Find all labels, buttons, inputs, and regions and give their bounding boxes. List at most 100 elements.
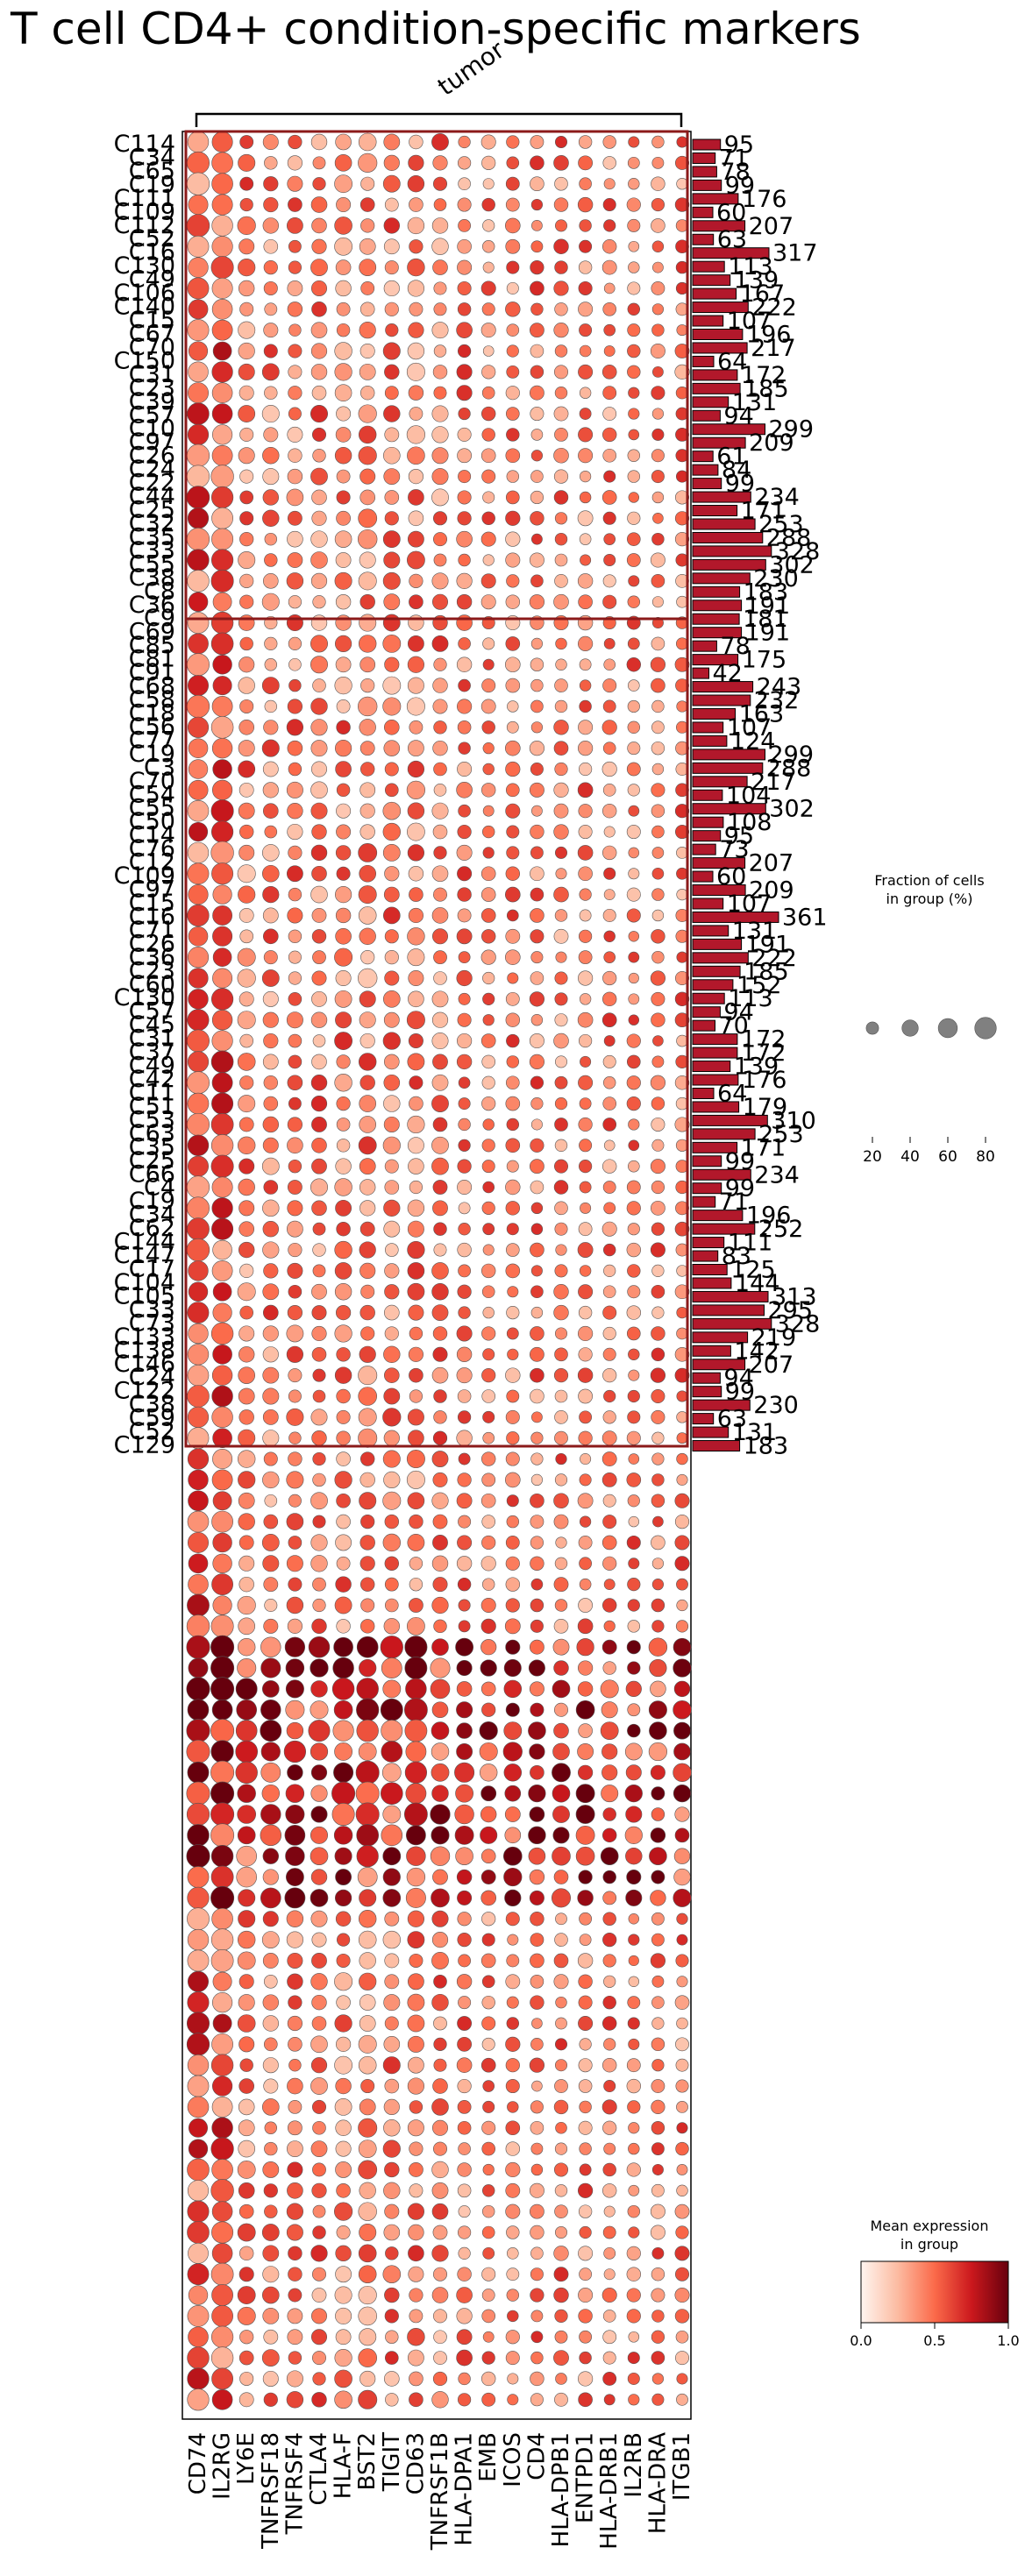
dot <box>382 1930 401 1949</box>
dot <box>456 385 473 401</box>
dot <box>408 907 424 924</box>
dot <box>187 2221 210 2244</box>
highlight-box <box>184 617 689 1448</box>
dot <box>360 386 375 401</box>
dot <box>238 1576 254 1593</box>
dot <box>530 1953 544 1969</box>
dot <box>577 2371 594 2387</box>
dot <box>238 2119 255 2137</box>
dot <box>334 342 352 360</box>
dot <box>212 1491 232 1511</box>
dot <box>187 1991 210 2014</box>
dot <box>384 1953 400 1969</box>
dot <box>264 1494 278 1508</box>
dot <box>359 1179 376 1196</box>
dot <box>481 1933 495 1947</box>
dot <box>407 1053 425 1071</box>
dot <box>407 1910 425 1927</box>
count-label: 183 <box>744 578 789 606</box>
dot <box>602 699 616 713</box>
dot <box>651 2017 665 2030</box>
dot <box>649 1847 667 1865</box>
dot <box>603 178 616 190</box>
dot <box>188 968 209 989</box>
dot <box>431 1157 449 1175</box>
dot <box>506 825 520 839</box>
dot <box>507 2310 519 2323</box>
dot <box>237 1282 256 1302</box>
dot <box>237 1826 256 1845</box>
dot <box>675 2225 689 2239</box>
dot <box>336 1493 351 1508</box>
dot <box>456 928 473 945</box>
dot <box>602 1305 617 1320</box>
count-label: 230 <box>753 565 799 593</box>
dot <box>602 2162 616 2177</box>
count-bar <box>692 233 715 245</box>
dot <box>431 1742 450 1761</box>
dot <box>238 1221 255 1237</box>
dot <box>310 2057 328 2074</box>
dot <box>358 2285 377 2305</box>
dot <box>602 407 617 421</box>
count-bar <box>692 1237 725 1249</box>
dot <box>187 1886 210 1909</box>
dot <box>237 1011 256 1030</box>
dot <box>239 427 254 442</box>
dot <box>311 908 327 923</box>
dot <box>554 1075 568 1089</box>
dot <box>433 1389 447 1403</box>
dot <box>481 1389 496 1403</box>
dot <box>334 2055 353 2075</box>
count-bar <box>692 681 754 693</box>
dot <box>409 887 423 902</box>
dot <box>482 805 495 817</box>
dot <box>482 2163 495 2176</box>
dot <box>311 990 327 1007</box>
dot <box>238 1366 256 1384</box>
dot <box>408 1598 423 1613</box>
dot <box>433 553 447 567</box>
dot <box>334 384 352 402</box>
dot <box>432 1346 448 1362</box>
dot <box>210 799 234 823</box>
dot <box>261 2098 280 2116</box>
dot <box>382 1408 402 1427</box>
dot <box>406 550 425 570</box>
dot <box>186 1614 210 1638</box>
dot <box>506 470 519 483</box>
dot <box>360 1514 375 1529</box>
count-label: 99 <box>725 1175 755 1203</box>
dot <box>238 1346 255 1363</box>
dot <box>628 972 639 984</box>
dot <box>482 2100 495 2113</box>
dot <box>602 2372 617 2386</box>
dot <box>530 429 544 441</box>
dot <box>409 1180 423 1195</box>
dot <box>530 2225 544 2240</box>
dot <box>188 2242 209 2264</box>
dot <box>262 1220 279 1238</box>
count-bar <box>692 505 738 517</box>
row-label: C12 <box>129 849 175 876</box>
dot <box>286 865 303 883</box>
dot <box>335 552 352 568</box>
dot <box>360 281 375 295</box>
dot <box>238 259 256 277</box>
dot <box>187 1949 210 1972</box>
dot <box>336 302 351 316</box>
dot <box>211 1699 233 1721</box>
dot <box>186 172 210 195</box>
dot <box>529 991 545 1007</box>
dot <box>481 240 495 253</box>
count-bar <box>692 220 746 232</box>
dot <box>238 740 255 757</box>
dot <box>481 1096 496 1111</box>
dot <box>311 1117 327 1132</box>
dot <box>578 2392 593 2408</box>
dot <box>212 424 233 445</box>
dot <box>674 656 690 672</box>
dot <box>628 1515 639 1528</box>
row-label: C67 <box>129 320 175 347</box>
dot <box>431 1993 449 2012</box>
